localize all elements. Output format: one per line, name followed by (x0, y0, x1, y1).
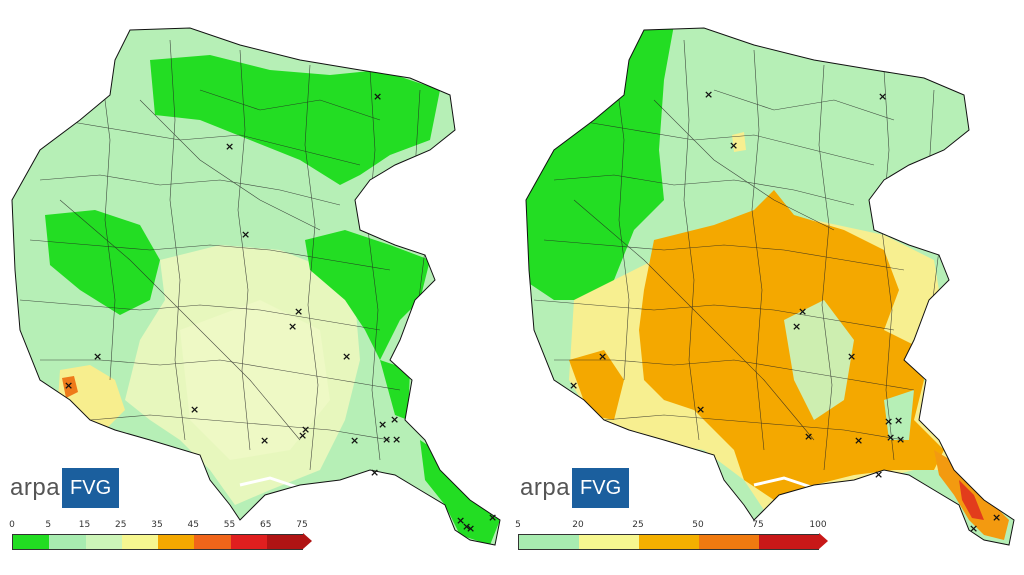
svg-text:×: × (598, 350, 607, 363)
svg-text:×: × (301, 423, 310, 436)
right-map-panel: × × × × × × × × × × × × × × × × × × arpa FVG 5 20 25 50… (514, 0, 1024, 575)
left-region-map: ××× ××× ××× ××× ×× × × ×× ×××× (11, 27, 501, 546)
svg-text:×: × (696, 403, 705, 416)
svg-text:×: × (969, 522, 978, 535)
scale-segment (49, 535, 86, 549)
scale-arrow-icon (303, 533, 312, 549)
svg-text:×: × (260, 434, 269, 447)
svg-text:×: × (729, 139, 738, 152)
scale-segment (121, 535, 158, 549)
scale-tick-label: 20 (572, 520, 584, 530)
scale-bar (518, 534, 819, 550)
arpa-logo: arpa FVG (520, 466, 630, 510)
scale-tick-label: 65 (260, 520, 272, 530)
svg-text:×: × (190, 403, 199, 416)
svg-text:×: × (390, 413, 399, 426)
scale-segment (519, 535, 579, 549)
svg-text:×: × (93, 350, 102, 363)
svg-text:×: × (456, 514, 465, 527)
svg-text:×: × (878, 90, 887, 103)
scale-segment (759, 535, 819, 549)
scale-tick-label: 5 (515, 520, 521, 530)
svg-text:×: × (294, 305, 303, 318)
logo-badge: FVG (572, 468, 630, 508)
scale-tick-label: 55 (223, 520, 236, 530)
svg-text:×: × (884, 415, 893, 428)
right-color-scale: 5 20 25 50 75 100 (515, 520, 828, 550)
svg-text:×: × (382, 433, 391, 446)
svg-text:×: × (298, 429, 307, 442)
scale-segment (85, 535, 122, 549)
scale-arrow-icon (819, 533, 828, 549)
svg-text:×: × (342, 350, 351, 363)
svg-text:×: × (874, 468, 883, 481)
svg-text:×: × (466, 522, 475, 535)
svg-text:×: × (792, 320, 801, 333)
svg-text:×: × (854, 434, 863, 447)
scale-segment (13, 535, 50, 549)
scale-tick-label: 15 (78, 520, 91, 530)
scale-segment (230, 535, 267, 549)
logo-text: arpa (520, 474, 571, 501)
svg-text:×: × (241, 228, 250, 241)
scale-tick-label: 50 (692, 520, 704, 530)
svg-text:×: × (488, 511, 497, 524)
scale-tick-label: 0 (9, 520, 15, 530)
svg-text:×: × (392, 433, 401, 446)
svg-text:×: × (462, 520, 471, 533)
svg-text:×: × (373, 90, 382, 103)
svg-text:×: × (804, 430, 813, 443)
scale-segment (699, 535, 759, 549)
scale-tick-label: 35 (151, 520, 163, 530)
svg-text:×: × (704, 88, 713, 101)
svg-text:×: × (288, 320, 297, 333)
scale-tick-label: 75 (752, 520, 764, 530)
svg-text:×: × (569, 379, 578, 392)
scale-segment (158, 535, 195, 549)
logo-badge: FVG (62, 468, 120, 508)
scale-segment (639, 535, 699, 549)
svg-text:×: × (798, 305, 807, 318)
scale-tick-label: 100 (809, 520, 827, 530)
scale-tick-label: 25 (115, 520, 127, 530)
logo-text: arpa (10, 474, 61, 501)
svg-text:×: × (896, 433, 905, 446)
scale-tick-label: 5 (45, 520, 52, 530)
scale-ticks: 0 5 15 25 35 45 55 65 75 (9, 520, 312, 534)
scale-segment (579, 535, 639, 549)
scale-segment (266, 535, 303, 549)
svg-text:×: × (992, 511, 1001, 524)
scale-tick-label: 75 (296, 520, 308, 530)
svg-text:×: × (894, 414, 903, 427)
svg-text:×: × (225, 140, 234, 153)
svg-text:×: × (370, 466, 379, 479)
scale-segment (194, 535, 231, 549)
scale-tick-label: 45 (187, 520, 199, 530)
left-color-scale: 0 5 15 25 35 45 55 65 75 (9, 520, 312, 550)
svg-text:×: × (847, 350, 856, 363)
scale-ticks: 5 20 25 50 75 100 (515, 520, 828, 534)
svg-text:×: × (64, 379, 73, 392)
scale-tick-label: 25 (632, 520, 644, 530)
svg-text:×: × (350, 434, 359, 447)
right-region-map: × ×× ××× ××× × ×× ×× × ××× (525, 27, 1015, 546)
panel-divider (510, 0, 514, 575)
svg-text:×: × (378, 418, 387, 431)
arpa-logo: arpa FVG (10, 466, 120, 510)
svg-text:×: × (886, 431, 895, 444)
scale-bar (12, 534, 303, 550)
